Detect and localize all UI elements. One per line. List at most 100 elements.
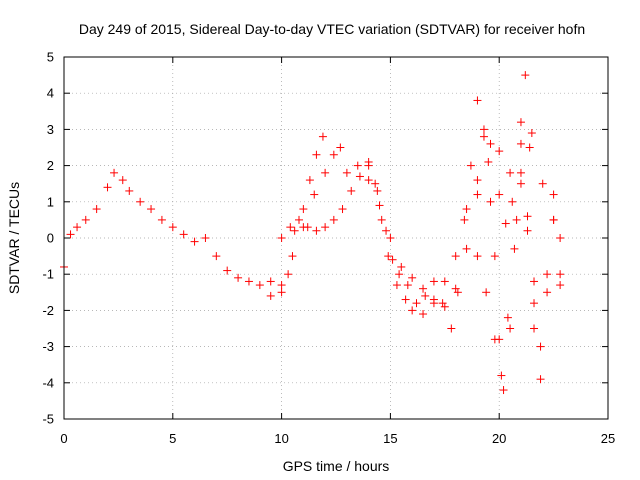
data-point bbox=[342, 168, 351, 177]
data-point bbox=[110, 168, 119, 177]
y-tick-label: -1 bbox=[42, 267, 54, 282]
data-point bbox=[412, 299, 421, 308]
chart-title: Day 249 of 2015, Sidereal Day-to-day VTE… bbox=[79, 21, 585, 37]
x-tick-label: 5 bbox=[169, 431, 176, 446]
data-point bbox=[549, 190, 558, 199]
data-point bbox=[312, 226, 321, 235]
data-point bbox=[460, 215, 469, 224]
y-tick-label: 0 bbox=[47, 231, 54, 246]
data-point bbox=[355, 172, 364, 181]
data-point bbox=[451, 284, 460, 293]
data-point bbox=[408, 273, 417, 282]
data-point bbox=[290, 226, 299, 235]
data-point bbox=[486, 139, 495, 148]
data-point bbox=[147, 205, 156, 214]
data-point bbox=[392, 281, 401, 290]
data-point bbox=[136, 197, 145, 206]
data-point bbox=[527, 129, 536, 138]
data-point bbox=[473, 190, 482, 199]
data-point bbox=[484, 157, 493, 166]
data-point bbox=[386, 234, 395, 242]
data-point bbox=[556, 281, 565, 290]
data-point bbox=[495, 147, 504, 156]
y-tick-label: 1 bbox=[47, 194, 54, 209]
data-point bbox=[516, 168, 525, 177]
data-point bbox=[401, 295, 410, 304]
data-point bbox=[503, 313, 512, 322]
data-point bbox=[223, 266, 232, 275]
data-point bbox=[479, 125, 488, 134]
data-point bbox=[321, 168, 330, 177]
data-point bbox=[497, 371, 506, 380]
data-point bbox=[312, 150, 321, 159]
data-point bbox=[364, 176, 373, 185]
x-tick-label: 15 bbox=[383, 431, 397, 446]
data-point bbox=[408, 306, 417, 315]
data-point bbox=[338, 205, 347, 214]
y-axis-label: SDTVAR / TECUs bbox=[6, 182, 22, 294]
data-point bbox=[244, 277, 253, 286]
data-point bbox=[310, 190, 319, 199]
data-point bbox=[523, 226, 532, 235]
data-point bbox=[421, 291, 430, 300]
data-point bbox=[284, 270, 293, 279]
data-point bbox=[329, 150, 338, 159]
data-point bbox=[429, 295, 438, 304]
data-point bbox=[212, 252, 221, 261]
data-point bbox=[486, 197, 495, 206]
data-point bbox=[473, 96, 482, 105]
data-point bbox=[429, 277, 438, 286]
data-point bbox=[277, 281, 286, 290]
data-point bbox=[395, 270, 404, 279]
data-point bbox=[556, 270, 565, 279]
data-point bbox=[543, 270, 552, 279]
data-point bbox=[499, 386, 508, 395]
y-tick-label: -3 bbox=[42, 339, 54, 354]
data-point bbox=[451, 252, 460, 261]
data-point bbox=[371, 179, 380, 188]
plot-frame bbox=[63, 56, 609, 420]
data-point bbox=[516, 118, 525, 127]
data-point bbox=[255, 281, 264, 290]
data-point bbox=[419, 284, 428, 293]
data-point bbox=[388, 255, 397, 264]
data-point bbox=[377, 215, 386, 224]
data-point bbox=[530, 324, 539, 333]
data-point bbox=[190, 237, 199, 246]
data-point bbox=[495, 190, 504, 199]
data-point bbox=[530, 299, 539, 308]
data-point bbox=[440, 302, 449, 311]
y-tick-label: 3 bbox=[47, 122, 54, 137]
data-point bbox=[277, 288, 286, 297]
data-point bbox=[103, 183, 112, 192]
points-layer bbox=[60, 71, 565, 395]
y-tick-label: 4 bbox=[47, 86, 54, 101]
data-point bbox=[525, 143, 534, 152]
data-point bbox=[512, 215, 521, 224]
data-point bbox=[81, 215, 90, 224]
y-tick-label: 2 bbox=[47, 158, 54, 173]
data-point bbox=[305, 176, 314, 185]
data-point bbox=[266, 291, 275, 300]
data-point bbox=[490, 335, 499, 344]
x-tick-label: 10 bbox=[274, 431, 288, 446]
data-point bbox=[473, 176, 482, 185]
data-point bbox=[397, 262, 406, 271]
data-point bbox=[523, 212, 532, 221]
data-point bbox=[501, 219, 510, 228]
data-point bbox=[482, 288, 491, 297]
data-point bbox=[375, 201, 384, 210]
data-point bbox=[530, 277, 539, 286]
data-point bbox=[516, 139, 525, 148]
y-tick-label: -4 bbox=[42, 375, 54, 390]
data-point bbox=[538, 179, 547, 188]
data-point bbox=[157, 215, 166, 224]
data-point bbox=[347, 186, 356, 195]
data-point bbox=[510, 244, 519, 253]
y-tick-label: 5 bbox=[47, 50, 54, 65]
data-point bbox=[318, 132, 327, 141]
data-point bbox=[303, 223, 312, 232]
data-point bbox=[462, 205, 471, 214]
data-point bbox=[364, 161, 373, 170]
